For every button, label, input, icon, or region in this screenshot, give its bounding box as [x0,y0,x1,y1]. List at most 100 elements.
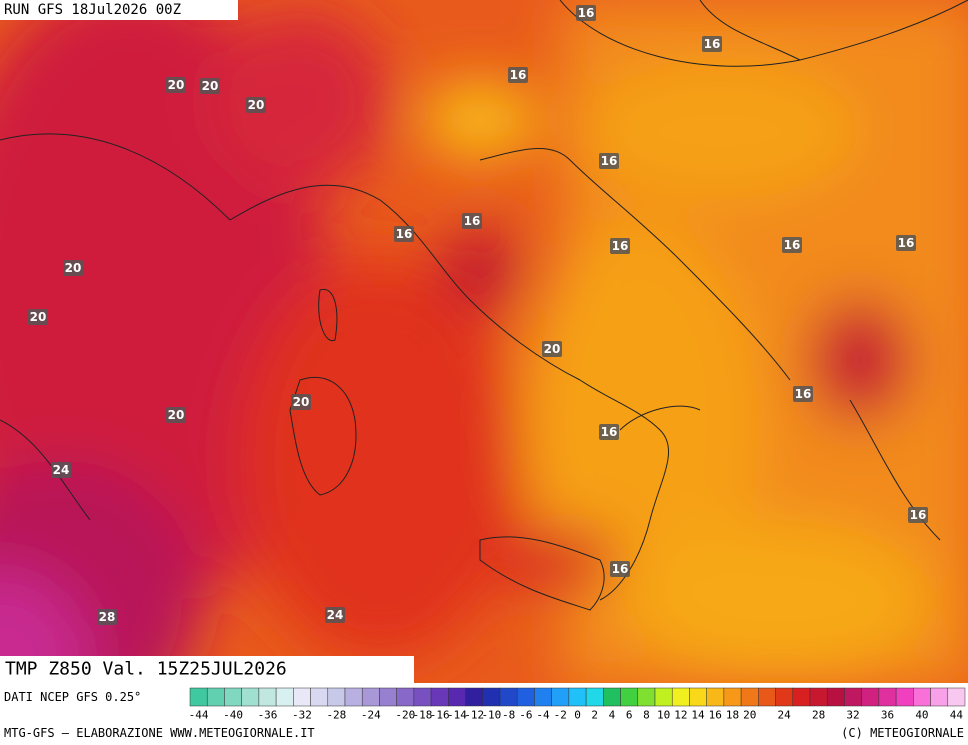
footer-left: MTG-GFS — ELABORAZIONE WWW.METEOGIORNALE… [4,726,315,740]
colorbar-tick-label: 2 [591,709,598,722]
colorbar-tick-label: -10 [481,709,501,722]
contour-label: 16 [795,387,812,401]
colorbar-swatch [689,687,707,707]
contour-label-bg [291,394,311,410]
contour-label-bg [51,462,71,478]
contour-label-bg [908,507,928,523]
contour-label-bg [576,5,596,21]
contour-label-bg [166,407,186,423]
contour-label-bg [325,607,345,623]
colorbar-tick-label: -44 [189,709,209,722]
colorbar-tick-label: 28 [812,709,825,722]
colorbar-swatch [895,687,914,707]
contour-label-bg [97,609,117,625]
contour-label: 20 [168,408,185,422]
colorbar-swatch [568,687,587,707]
contour-label: 20 [168,78,185,92]
contour-label-bg [599,424,619,440]
contour-label-bg [200,78,220,94]
contour-label-bg [508,67,528,83]
contour-label: 16 [898,236,915,250]
colorbar-swatch [482,687,501,707]
colorbar-swatch [258,687,277,707]
contour-label: 20 [65,261,82,275]
map-title: TMP Z850 Val. 15Z25JUL2026 [5,659,287,680]
contour-label: 16 [464,214,481,228]
colorbar-swatch [861,687,880,707]
colorbar-tick-label: -6 [519,709,532,722]
colorbar-tick-label: -2 [554,709,567,722]
contour-label: 16 [601,425,618,439]
colorbar-tick-label: 18 [726,709,739,722]
colorbar-swatch [792,687,811,707]
colorbar-tick-label: 32 [846,709,859,722]
colorbar-swatch [189,687,208,707]
contour-label-bg [166,77,186,93]
colorbar-tick-label: -20 [395,709,415,722]
colorbar-swatch [516,687,535,707]
colorbar-tick-label: 36 [881,709,894,722]
colorbar-swatch [310,687,329,707]
colorbar-swatch [706,687,725,707]
colorbar-swatch [585,687,604,707]
contour-label: 16 [396,227,413,241]
contour-label: 16 [612,239,629,253]
contour-label: 16 [612,562,629,576]
colorbar-swatch [344,687,363,707]
contour-label-bg [610,561,630,577]
colorbar-tick-label: 14 [691,709,705,722]
contour-label-bg [702,36,722,52]
colorbar-tick-label: -16 [430,709,450,722]
colorbar-tick-label: -36 [258,709,278,722]
contour-label: 16 [601,154,618,168]
colorbar-swatch [448,687,466,707]
title-box [0,656,414,683]
colorbar-swatch [809,687,828,707]
colorbar-swatch [826,687,845,707]
colorbar-swatch [913,687,931,707]
colorbar-swatch [224,687,242,707]
contour-label: 20 [30,310,47,324]
contour-label: 16 [578,6,595,20]
contour-label: 20 [544,342,561,356]
contour-label: 16 [784,238,801,252]
colorbar-tick-label: -8 [502,709,515,722]
contour-label-bg [246,97,266,113]
colorbar-swatch [620,687,639,707]
colorbar-swatch [947,687,966,707]
colorbar-tick-label: 20 [743,709,756,722]
colorbar-tick-label: -24 [361,709,381,722]
colorbar-tick-label: -18 [413,709,433,722]
colorbar-tick-label: 40 [915,709,928,722]
contour-label-bg [28,309,48,325]
colorbar-tick-label: -28 [326,709,346,722]
colorbar-swatch [534,687,552,707]
coastlines [0,0,968,611]
colorbar-tick-label: 12 [674,709,687,722]
colorbar-swatch [465,687,484,707]
contour-label: 20 [202,79,219,93]
colorbar-tick-label: 4 [609,709,616,722]
contour-label-bg [599,153,619,169]
colorbar-tick-label: 44 [950,709,964,722]
colorbar-tick-label: -12 [464,709,484,722]
colorbar-tick-label: 10 [657,709,670,722]
colorbar-swatch [361,687,380,707]
colorbar-swatch [379,687,397,707]
colorbar-swatch [275,687,294,707]
colorbar-swatch [758,687,776,707]
contour-label: 16 [910,508,927,522]
colorbar-swatch [603,687,621,707]
colorbar-swatch [499,687,518,707]
colorbar-swatch [775,687,794,707]
contour-label-bg [462,213,482,229]
colorbar-swatch [241,687,260,707]
colorbar-tick-label: 16 [709,709,722,722]
colorbar-swatch [740,687,759,707]
colorbar-swatch [671,687,690,707]
colorbar-swatch [327,687,346,707]
colorbar-swatch [396,687,415,707]
